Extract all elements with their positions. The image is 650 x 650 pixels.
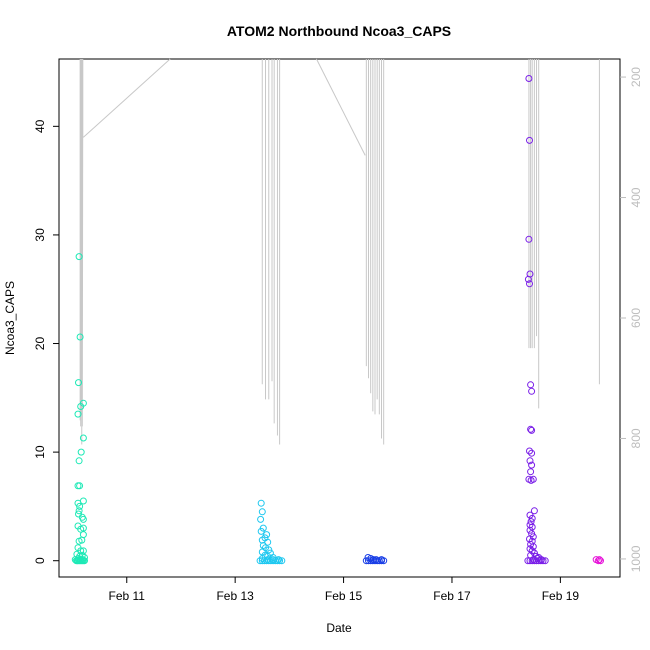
point-s3-9	[528, 426, 536, 434]
point-s3-8	[527, 425, 535, 433]
point-s3-0	[525, 75, 533, 82]
y2-tick-label-2: 600	[629, 308, 643, 328]
point-s3-32	[528, 547, 536, 555]
y-tick-label-2: 20	[33, 337, 47, 351]
y2-tick-label-3: 800	[629, 428, 643, 448]
point-s0-12	[76, 502, 84, 510]
point-s3-12	[526, 457, 534, 465]
point-s1-5	[263, 531, 271, 539]
point-s0-42	[77, 556, 85, 564]
depth-profiles	[79, 58, 600, 445]
point-s0-43	[79, 556, 87, 564]
point-s3-33	[530, 549, 538, 557]
point-s1-31	[275, 556, 282, 564]
depth-profile-4	[316, 58, 366, 156]
point-s3-45	[541, 557, 549, 565]
y-axis: 0 10 20 30 40	[33, 119, 59, 564]
point-s3-4	[524, 275, 532, 283]
point-s3-46	[529, 556, 537, 564]
point-s1-9	[259, 542, 267, 549]
point-s3-24	[526, 526, 534, 534]
y-tick-label-0: 0	[33, 557, 47, 564]
y2-tick-label-0: 200	[629, 67, 643, 87]
point-s0-13	[75, 507, 83, 515]
point-s3-26	[529, 533, 537, 541]
point-s0-8	[75, 457, 83, 465]
point-s0-2	[75, 379, 82, 387]
point-s0-5	[79, 399, 87, 407]
x-tick-label-0: Feb 11	[109, 589, 146, 603]
point-s1-2	[257, 515, 265, 523]
point-s0-7	[77, 448, 85, 456]
x-axis: Feb 11 Feb 13 Feb 15 Feb 17 Feb 19	[109, 577, 580, 603]
y-tick-label-3: 30	[33, 228, 47, 242]
x-tick-label-4: Feb 19	[542, 589, 580, 603]
depth-profile-2	[83, 58, 171, 138]
point-s3-11	[528, 449, 536, 457]
point-s3-13	[528, 461, 536, 469]
point-s1-4	[257, 527, 265, 535]
point-s1-26	[273, 557, 281, 565]
point-s4-1	[594, 557, 602, 565]
point-s0-3	[74, 410, 82, 418]
point-s3-5	[526, 280, 533, 288]
y-axis-label: Ncoa3_CAPS	[3, 281, 17, 355]
point-s0-17	[79, 515, 87, 523]
y2-tick-label-4: 1000	[629, 545, 643, 572]
x-axis-label: Date	[326, 621, 352, 635]
point-s3-31	[526, 545, 534, 553]
y-tick-label-1: 10	[33, 445, 47, 459]
point-s3-18	[530, 507, 538, 515]
point-s0-6	[79, 434, 87, 442]
point-s3-2	[525, 235, 533, 243]
point-s3-22	[526, 521, 534, 529]
point-s0-10	[76, 482, 84, 490]
x-tick-label-3: Feb 17	[433, 589, 471, 603]
point-s4-2	[597, 557, 604, 565]
point-s3-14	[527, 468, 535, 476]
y2-tick-label-1: 400	[629, 187, 643, 207]
point-s3-1	[526, 136, 533, 144]
point-s0-40	[81, 557, 88, 565]
point-s1-1	[258, 508, 266, 516]
point-s1-28	[278, 557, 286, 565]
point-s3-17	[527, 476, 535, 484]
point-s0-23	[78, 536, 86, 544]
point-s0-15	[79, 497, 87, 505]
chart-title: ATOM2 Northbound Ncoa3_CAPS	[227, 23, 451, 39]
y-tick-label-4: 40	[33, 119, 47, 133]
point-s0-0	[75, 253, 83, 261]
point-s2-13	[378, 556, 385, 564]
x-tick-label-1: Feb 13	[216, 589, 254, 603]
point-s1-30	[269, 556, 277, 564]
point-s4-3	[595, 556, 603, 564]
point-s3-20	[528, 514, 536, 522]
data-points	[71, 75, 604, 565]
y2-axis: 200 400 600 800 1000	[620, 67, 643, 572]
x-tick-label-2: Feb 15	[325, 589, 363, 603]
plot-frame	[58, 58, 621, 578]
point-s1-0	[257, 499, 265, 507]
point-s3-6	[527, 381, 535, 389]
point-s1-27	[276, 557, 284, 565]
point-s0-1	[76, 333, 84, 341]
depth-profile-0	[81, 58, 84, 427]
point-s3-10	[526, 447, 533, 455]
point-s3-7	[528, 387, 536, 395]
point-s2-12	[372, 556, 380, 564]
point-s0-26	[79, 547, 87, 555]
point-s3-48	[537, 556, 545, 564]
point-s1-29	[264, 556, 272, 564]
point-s3-47	[534, 555, 542, 562]
